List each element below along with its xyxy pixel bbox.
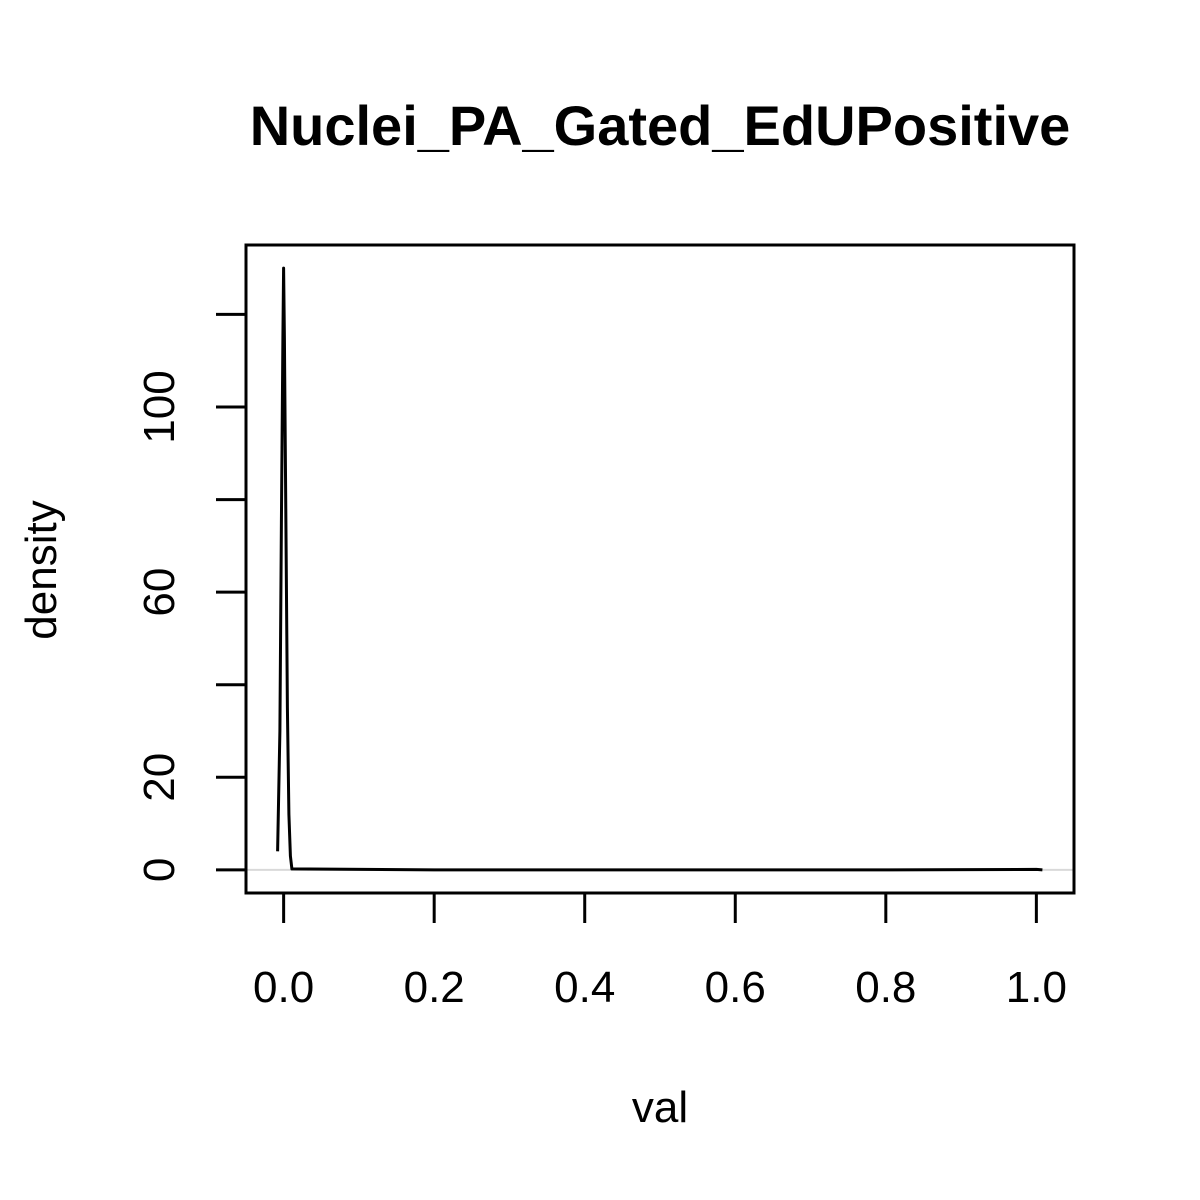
- density-line: [276, 266, 1043, 872]
- x-axis-label: val: [632, 1083, 688, 1132]
- chart-title: Nuclei_PA_Gated_EdUPositive: [250, 94, 1071, 157]
- y-tick-label: 0: [135, 858, 184, 882]
- x-tick-label: 0.4: [554, 963, 615, 1012]
- x-tick-label: 0.6: [705, 963, 766, 1012]
- y-axis-label: density: [17, 500, 66, 639]
- x-tick-label: 0.0: [253, 963, 314, 1012]
- y-tick-label: 100: [135, 370, 184, 443]
- plot-frame: [244, 243, 1076, 895]
- x-tick-label: 0.2: [404, 963, 465, 1012]
- y-tick-label: 60: [135, 568, 184, 617]
- x-tick-label: 1.0: [1006, 963, 1067, 1012]
- plot-layer: 0.0 0.2 0.4 0.6 0.8 1.0 0 20 60 100: [135, 243, 1076, 1012]
- x-tick-label: 0.8: [855, 963, 916, 1012]
- y-tick-label: 20: [135, 753, 184, 802]
